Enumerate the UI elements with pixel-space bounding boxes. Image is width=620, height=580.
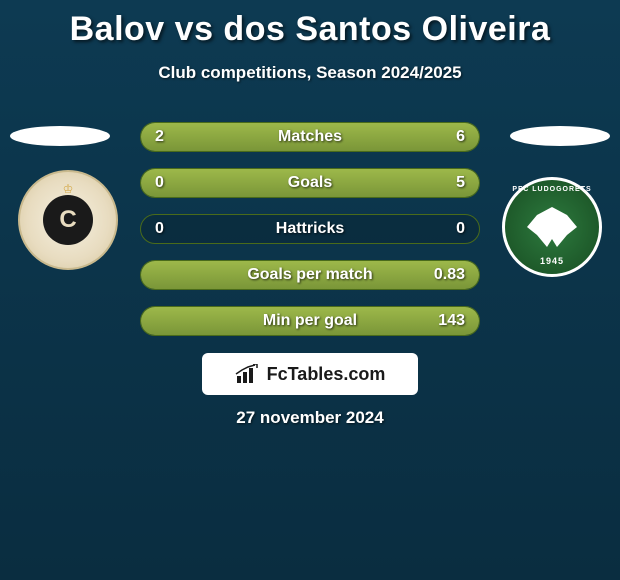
- stat-value-right: 143: [438, 312, 465, 330]
- team-badge-left: ♔ C: [18, 170, 118, 270]
- flag-left: [10, 126, 110, 146]
- stat-label: Hattricks: [276, 220, 344, 238]
- stat-label: Matches: [278, 128, 342, 146]
- stat-value-left: 2: [155, 128, 164, 146]
- subtitle: Club competitions, Season 2024/2025: [0, 63, 620, 83]
- stat-fill-right: [226, 123, 480, 151]
- stat-label: Goals: [288, 174, 332, 192]
- badge-right-text-top: PFC LUDOGORETS: [512, 186, 591, 193]
- stat-label: Goals per match: [247, 266, 372, 284]
- badge-right-year: 1945: [540, 256, 564, 266]
- flag-right: [510, 126, 610, 146]
- stat-fill-left: [141, 123, 226, 151]
- stat-row-min-per-goal: Min per goal 143: [140, 306, 480, 336]
- stat-value-right: 0: [456, 220, 465, 238]
- stat-value-left: 0: [155, 174, 164, 192]
- site-label: FcTables.com: [267, 364, 386, 385]
- crown-icon: ♔: [63, 182, 74, 196]
- team-badge-right: PFC LUDOGORETS 1945: [502, 177, 602, 277]
- stat-value-right: 5: [456, 174, 465, 192]
- site-badge[interactable]: FcTables.com: [202, 353, 418, 395]
- eagle-icon: [527, 207, 577, 247]
- stat-row-hattricks: 0 Hattricks 0: [140, 214, 480, 244]
- stat-label: Min per goal: [263, 312, 357, 330]
- stats-container: 2 Matches 6 0 Goals 5 0 Hattricks 0 Goal…: [140, 122, 480, 352]
- stat-value-right: 6: [456, 128, 465, 146]
- date-label: 27 november 2024: [236, 408, 383, 428]
- page-title: Balov vs dos Santos Oliveira: [0, 0, 620, 49]
- stat-value-left: 0: [155, 220, 164, 238]
- stat-value-right: 0.83: [434, 266, 465, 284]
- badge-left-letter: C: [43, 195, 93, 245]
- stat-row-goals: 0 Goals 5: [140, 168, 480, 198]
- chart-icon: [235, 364, 261, 384]
- stat-row-goals-per-match: Goals per match 0.83: [140, 260, 480, 290]
- stat-row-matches: 2 Matches 6: [140, 122, 480, 152]
